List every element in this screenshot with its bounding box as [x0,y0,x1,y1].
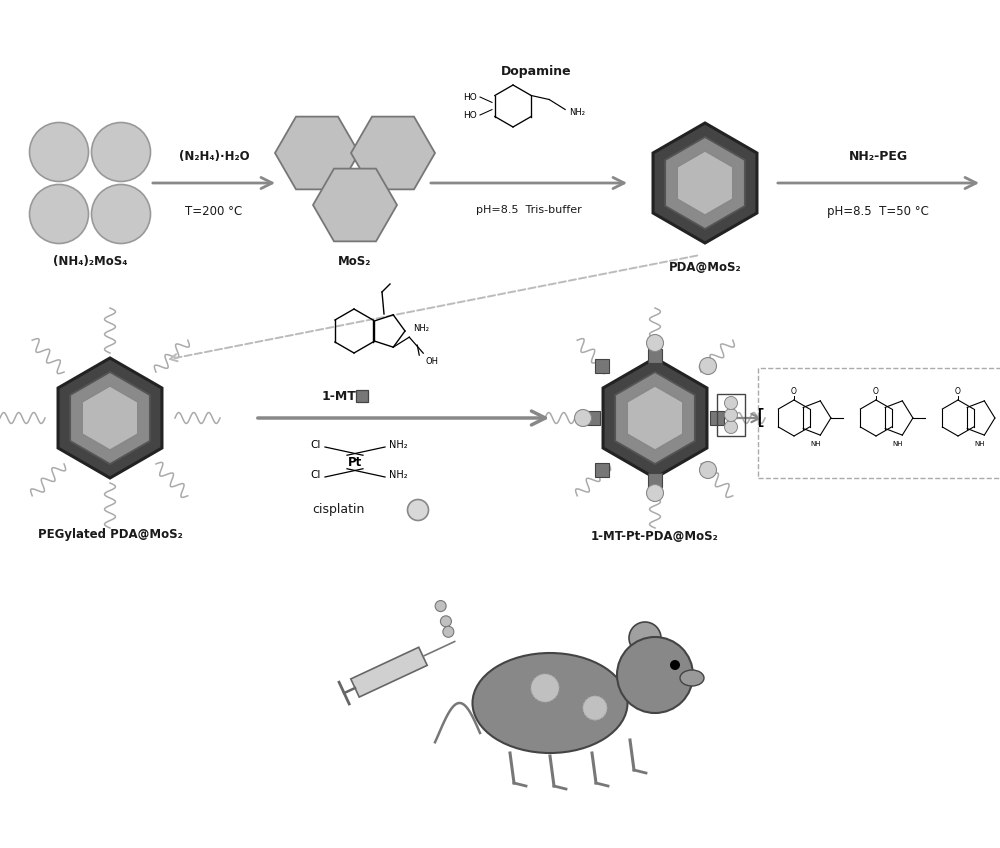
Polygon shape [58,358,162,478]
Circle shape [408,499,429,521]
Text: Cl: Cl [311,440,321,450]
Circle shape [670,660,680,670]
Polygon shape [677,151,733,215]
Text: NH: NH [974,442,985,448]
Circle shape [646,484,664,501]
Circle shape [435,600,446,611]
Circle shape [92,185,151,243]
Text: 1-MT: 1-MT [322,389,357,403]
Text: NH₂: NH₂ [389,470,408,480]
Text: PDA@MoS₂: PDA@MoS₂ [669,261,741,274]
Text: T=200 °C: T=200 °C [185,205,243,218]
Circle shape [30,122,89,181]
Text: HO: HO [463,110,477,120]
Circle shape [700,461,716,478]
Circle shape [574,410,592,427]
Polygon shape [351,647,427,697]
Text: HO: HO [463,92,477,102]
Text: NH₂: NH₂ [569,108,585,117]
Text: [: [ [756,408,765,428]
Circle shape [443,627,454,638]
Polygon shape [70,372,150,464]
Text: Cl: Cl [311,470,321,480]
Bar [356,390,368,401]
Circle shape [724,421,738,433]
Text: OH: OH [425,357,438,366]
Polygon shape [275,117,359,189]
Text: cisplatin: cisplatin [312,504,364,516]
Bar [648,349,662,363]
Text: O: O [955,387,961,395]
Circle shape [617,637,693,713]
Text: NH₂: NH₂ [389,440,408,450]
Text: NH: NH [892,442,903,448]
Circle shape [700,358,716,375]
Text: NH: NH [810,442,821,448]
Circle shape [92,122,151,181]
Circle shape [440,616,451,627]
Polygon shape [313,169,397,242]
Text: O: O [791,387,797,395]
Polygon shape [82,386,138,450]
Polygon shape [603,358,707,478]
Bar [595,463,609,477]
Text: PEGylated PDA@MoS₂: PEGylated PDA@MoS₂ [38,528,182,541]
Polygon shape [627,386,683,450]
Circle shape [646,334,664,352]
Text: NH₂: NH₂ [413,324,429,333]
Circle shape [583,696,607,720]
Text: Pt: Pt [348,455,362,468]
Polygon shape [351,117,435,189]
Text: (NH₄)₂MoS₄: (NH₄)₂MoS₄ [53,255,127,268]
Text: MoS₂: MoS₂ [338,255,372,268]
Circle shape [30,185,89,243]
Circle shape [629,622,661,654]
Bar [758,368,1000,478]
Polygon shape [653,123,757,243]
Bar [586,411,600,425]
Ellipse shape [680,670,704,686]
Text: O: O [873,387,879,395]
Circle shape [724,409,738,421]
Bar [595,359,609,373]
Ellipse shape [473,653,628,753]
Text: (N₂H₄)·H₂O: (N₂H₄)·H₂O [179,150,249,163]
Text: pH=8.5  T=50 °C: pH=8.5 T=50 °C [827,205,929,218]
Circle shape [531,674,559,702]
Bar [710,411,724,425]
Text: NH₂-PEG: NH₂-PEG [848,150,908,163]
Text: 1-MT-Pt-PDA@MoS₂: 1-MT-Pt-PDA@MoS₂ [591,530,719,543]
Polygon shape [665,137,745,229]
Text: pH=8.5  Tris-buffer: pH=8.5 Tris-buffer [476,205,582,215]
Bar [648,473,662,487]
Polygon shape [615,372,695,464]
Text: Dopamine: Dopamine [501,65,571,78]
Circle shape [724,397,738,410]
Bar [717,394,745,436]
